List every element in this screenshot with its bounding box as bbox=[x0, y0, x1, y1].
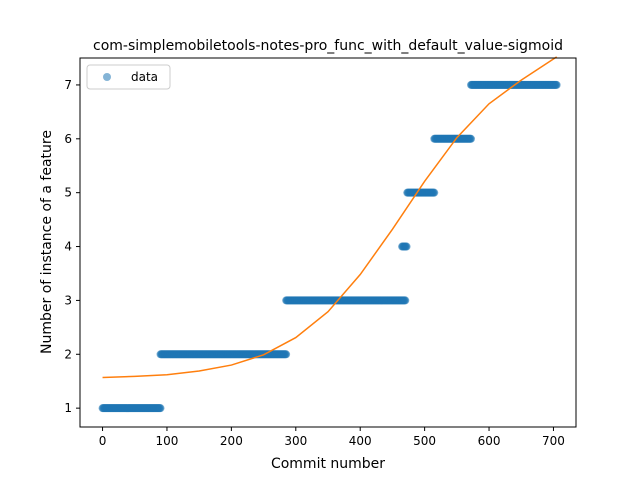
chart-title: com-simplemobiletools-notes-pro_func_wit… bbox=[93, 38, 563, 54]
data-point bbox=[552, 80, 561, 89]
y-tick-label: 6 bbox=[64, 132, 72, 146]
y-tick-label: 5 bbox=[64, 186, 72, 200]
plot-marks bbox=[98, 56, 561, 413]
sigmoid-fit-line bbox=[102, 56, 558, 379]
axes: 0 100 200 300 400 500 600 700 1 2 3 4 5 6 7 bbox=[64, 57, 577, 448]
x-tick-label: 100 bbox=[156, 434, 179, 448]
y-tick-label: 7 bbox=[64, 78, 72, 92]
data-point bbox=[430, 188, 439, 197]
y-tick-label: 1 bbox=[64, 401, 72, 415]
data-point bbox=[401, 296, 410, 305]
legend-label: data bbox=[131, 70, 158, 84]
x-tick-label: 200 bbox=[220, 434, 243, 448]
plot-frame bbox=[79, 57, 577, 428]
x-tick-label: 700 bbox=[542, 434, 565, 448]
y-tick-label: 3 bbox=[64, 293, 72, 307]
x-axis-label: Commit number bbox=[271, 456, 385, 472]
data-point bbox=[156, 404, 165, 413]
legend: data bbox=[86, 64, 171, 90]
x-tick-label: 300 bbox=[284, 434, 307, 448]
x-tick-label: 0 bbox=[99, 434, 107, 448]
data-point bbox=[282, 350, 291, 359]
x-tick-label: 600 bbox=[478, 434, 501, 448]
data-point bbox=[467, 134, 476, 143]
data-point bbox=[402, 242, 411, 251]
legend-box bbox=[86, 64, 171, 90]
legend-marker bbox=[103, 73, 111, 81]
x-tick-label: 400 bbox=[349, 434, 372, 448]
x-tick-label: 500 bbox=[413, 434, 436, 448]
y-axis-label: Number of instance of a feature bbox=[39, 130, 55, 354]
y-tick-label: 4 bbox=[64, 240, 72, 254]
y-tick-label: 2 bbox=[64, 347, 72, 361]
